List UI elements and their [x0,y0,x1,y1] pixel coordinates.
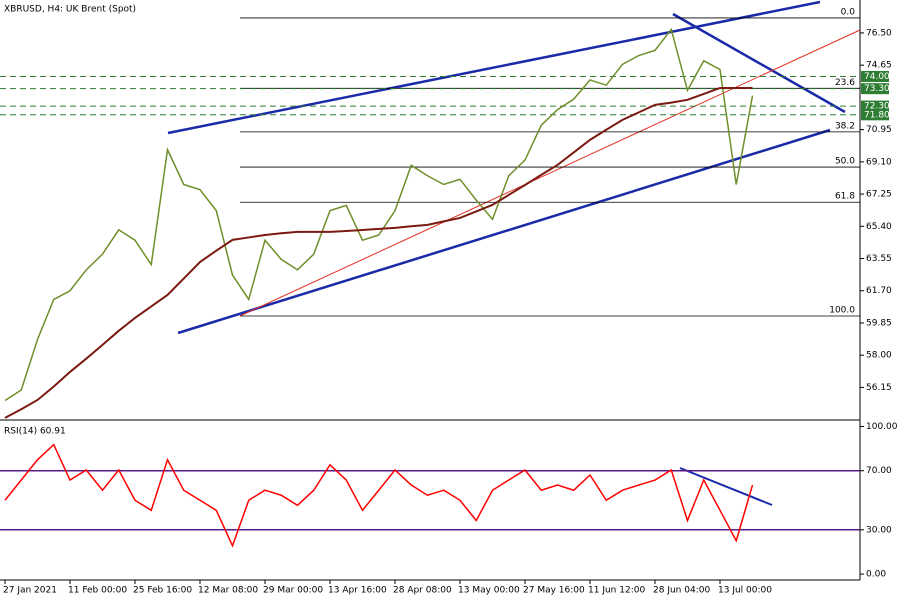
level-label: 72.30 [864,102,890,112]
y-tick-label: 30.00 [866,525,892,535]
y-tick-label: 67.25 [866,190,892,200]
series-line [4,27,754,402]
x-tick-label: 11 Jun 12:00 [588,586,645,596]
x-tick-label: 29 Mar 00:00 [263,586,323,596]
y-tick-label: 70.00 [866,466,892,476]
y-tick-label: 70.95 [866,125,892,135]
level-label: 71.80 [864,110,890,120]
fib-label: 0.0 [841,7,856,17]
x-tick-label: 27 May 16:00 [523,586,585,596]
chart-title: XBRUSD, H4: UK Brent (Spot) [4,5,136,15]
x-tick-label: 13 Jul 00:00 [718,586,772,596]
channel-bottom [177,128,831,335]
x-tick-label: 13 Apr 16:00 [328,586,387,596]
level-tag [861,83,889,95]
x-tick-label: 28 Apr 08:00 [393,586,452,596]
rsi-title: RSI(14) 60.91 [4,427,66,437]
fib-label: 100.0 [829,306,855,316]
red-trendline [239,29,861,317]
x-tick-label: 28 Jun 04:00 [653,586,710,596]
channel-top [167,0,821,135]
level-tag [861,109,889,121]
y-tick-label: 61.70 [866,286,892,296]
fib-label: 23.6 [835,78,855,88]
y-tick-label: 100.00 [866,422,898,432]
level-tag [861,100,889,112]
level-label: 74.00 [864,72,890,82]
y-tick-label: 76.50 [866,28,892,38]
fib-label: 38.2 [835,121,855,131]
fib-label: 61.8 [835,192,855,202]
y-tick-label: 74.65 [866,61,892,71]
x-tick-label: 13 May 00:00 [458,586,520,596]
level-label: 73.30 [864,84,890,94]
y-tick-label: 69.10 [866,157,892,167]
x-tick-label: 27 Jan 2021 [3,586,57,596]
y-tick-label: 56.15 [866,383,892,393]
x-tick-label: 11 Feb 00:00 [68,586,127,596]
level-tag [861,70,889,82]
rsi-trendline [679,467,773,506]
y-tick-label: 63.55 [866,254,892,264]
series-line [4,86,753,419]
down-trendline [672,12,846,114]
y-tick-label: 65.40 [866,222,892,232]
x-tick-label: 12 Mar 08:00 [198,586,258,596]
series-line [4,443,754,548]
y-tick-label: 0.00 [866,570,886,580]
x-tick-label: 25 Feb 16:00 [133,586,192,596]
y-tick-label: 59.85 [866,318,892,328]
fib-label: 50.0 [835,157,855,167]
y-tick-label: 58.00 [866,351,892,361]
